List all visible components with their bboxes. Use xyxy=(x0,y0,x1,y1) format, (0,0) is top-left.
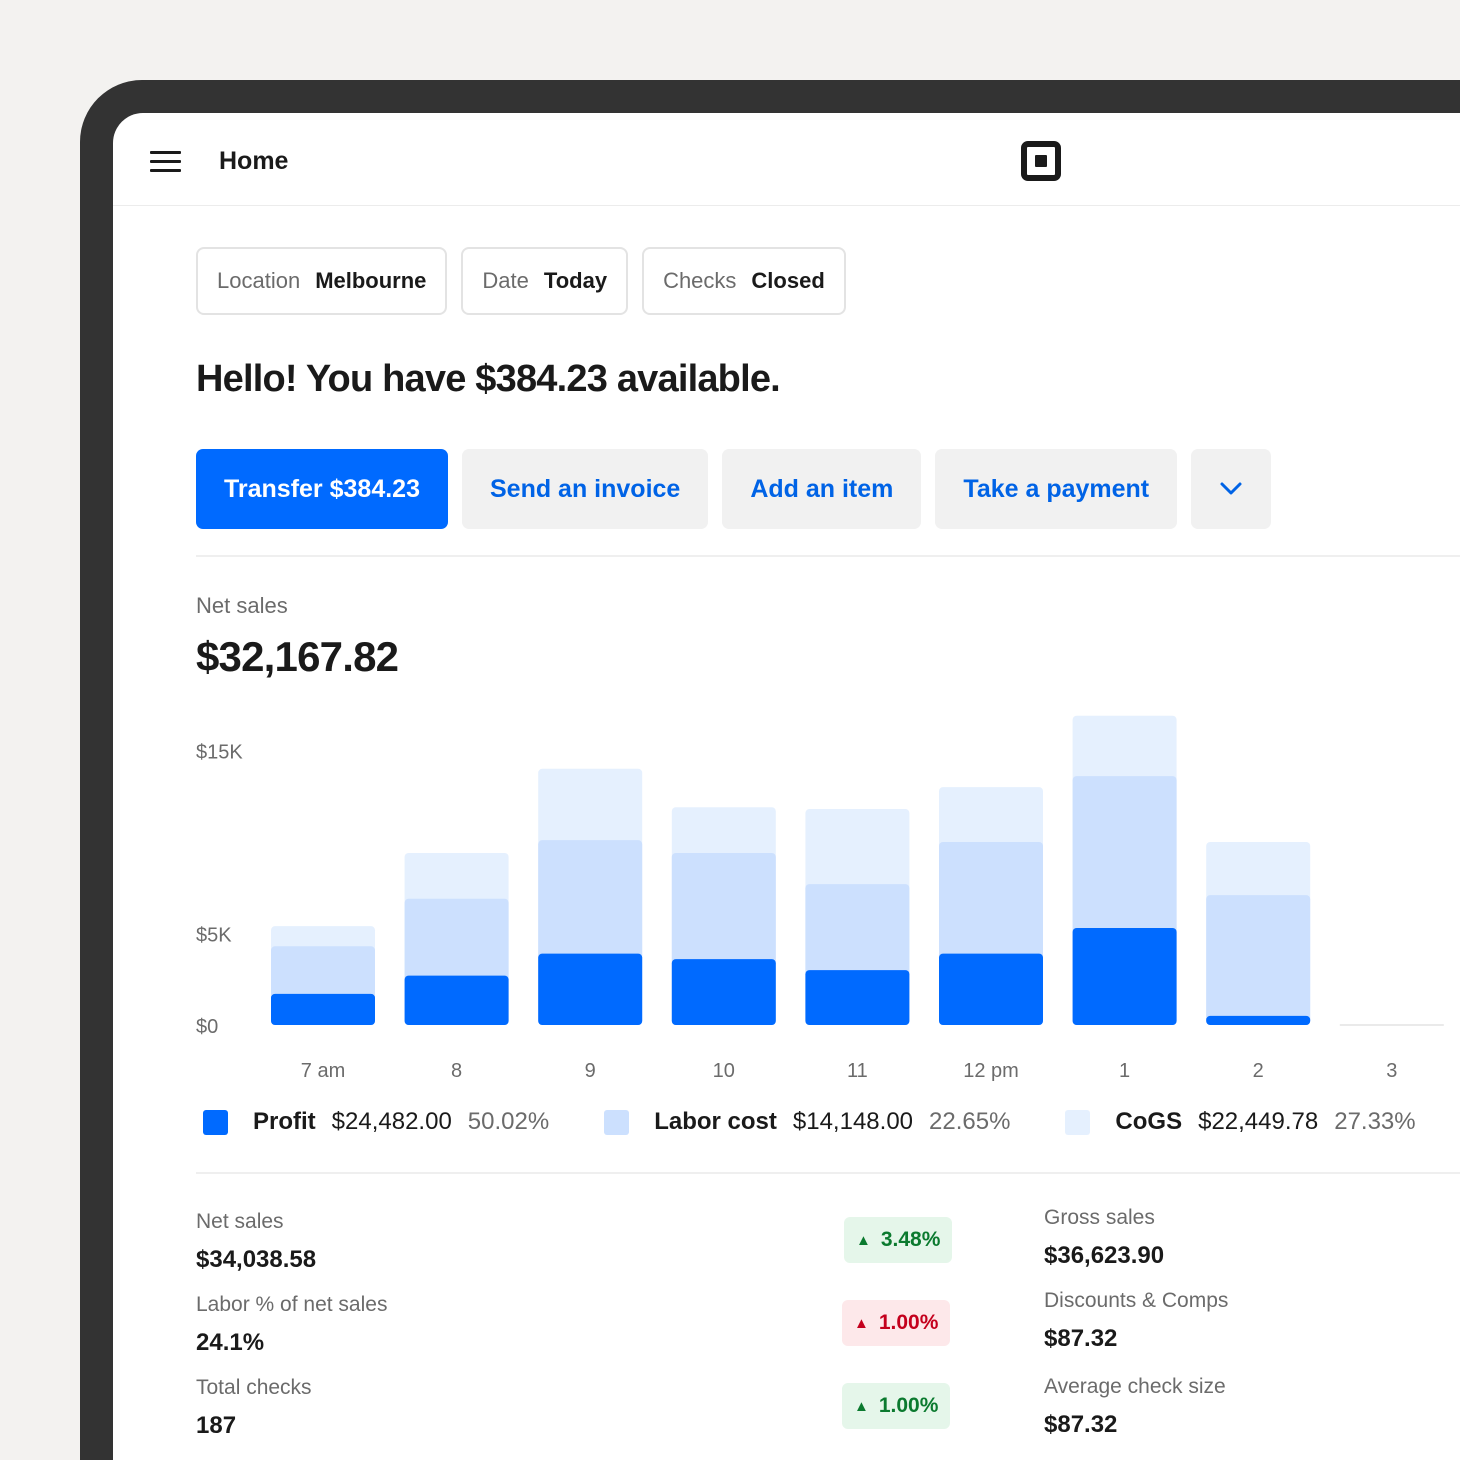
add-item-button[interactable]: Add an item xyxy=(722,449,922,529)
metric-value: $87.32 xyxy=(1044,1411,1118,1438)
legend-amount: $22,449.78 xyxy=(1198,1108,1319,1135)
metric-value: $87.32 xyxy=(1044,1325,1118,1352)
bar-profit xyxy=(1206,1015,1311,1025)
metric-label: Total checks xyxy=(196,1376,312,1399)
legend-swatch xyxy=(1065,1109,1091,1135)
filter-checks[interactable]: Checks Closed xyxy=(642,247,846,315)
metric-value: $34,038.58 xyxy=(196,1246,317,1273)
square-logo-icon xyxy=(1021,141,1061,181)
change-badge-net-sales: ▲ 3.48% xyxy=(844,1217,953,1263)
bar-profit xyxy=(538,953,643,1025)
filter-key: Location xyxy=(217,268,301,293)
metric-label: Average check size xyxy=(1044,1375,1226,1398)
bar-labor-cost xyxy=(1206,895,1311,1025)
legend-percent: 50.02% xyxy=(467,1108,550,1135)
divider xyxy=(196,555,1460,557)
transfer-button[interactable]: Transfer $384.23 xyxy=(196,449,448,529)
x-tick-label: 1 xyxy=(1119,1060,1130,1082)
change-value: 1.00% xyxy=(878,1394,939,1417)
divider xyxy=(196,1172,1460,1174)
hamburger-menu-icon[interactable] xyxy=(150,151,181,172)
filter-key: Checks xyxy=(663,268,737,293)
metric-average-check-size: Average check size $87.32 xyxy=(1044,1375,1226,1439)
metric-value: 187 xyxy=(196,1412,237,1439)
y-tick-label: $0 xyxy=(196,1016,218,1038)
x-tick-label: 7 am xyxy=(301,1060,345,1082)
legend-name: CoGS xyxy=(1115,1108,1183,1135)
bar-profit xyxy=(1072,928,1177,1025)
bar-profit xyxy=(271,993,375,1025)
net-sales-label: Net sales xyxy=(196,593,288,618)
metric-net-sales: Net sales $34,038.58 xyxy=(196,1210,316,1274)
change-badge-total-checks: ▲ 1.00% xyxy=(842,1383,951,1429)
filter-bar: Location Melbourne Date Today Checks Clo… xyxy=(196,247,846,315)
filter-value: Closed xyxy=(751,268,825,293)
bar-profit xyxy=(404,975,509,1025)
metric-gross-sales: Gross sales $36,623.90 xyxy=(1044,1206,1164,1270)
legend-name: Labor cost xyxy=(654,1108,777,1135)
x-tick-label: 9 xyxy=(585,1060,596,1082)
y-tick-label: $5K xyxy=(196,925,232,947)
filter-date[interactable]: Date Today xyxy=(461,247,629,315)
send-invoice-button[interactable]: Send an invoice xyxy=(461,449,709,529)
metric-label: Gross sales xyxy=(1044,1206,1155,1229)
change-value: 3.48% xyxy=(880,1228,941,1251)
take-payment-button[interactable]: Take a payment xyxy=(935,449,1178,529)
filter-value: Today xyxy=(543,268,608,293)
legend-swatch xyxy=(203,1109,228,1135)
top-bar: Home xyxy=(113,113,1460,206)
triangle-up-icon: ▲ xyxy=(856,1231,871,1249)
bar-profit xyxy=(805,970,910,1025)
x-tick-label: 12 pm xyxy=(963,1060,1019,1082)
metric-label: Discounts & Comps xyxy=(1044,1289,1229,1312)
legend-item-profit: Profit $24,482.00 50.02% xyxy=(203,1108,549,1136)
bar-profit xyxy=(671,959,776,1025)
x-tick-label: 11 xyxy=(847,1060,868,1082)
legend-name: Profit xyxy=(253,1108,316,1135)
legend-amount: $24,482.00 xyxy=(331,1108,452,1135)
filter-value: Melbourne xyxy=(315,268,427,293)
metric-label: Net sales xyxy=(196,1210,284,1233)
x-tick-label: 3 xyxy=(1386,1060,1397,1082)
legend-swatch xyxy=(604,1109,630,1135)
change-badge-labor-percent: ▲ 1.00% xyxy=(842,1300,951,1346)
x-tick-label: 10 xyxy=(713,1060,735,1082)
triangle-up-icon: ▲ xyxy=(854,1314,869,1332)
legend-percent: 27.33% xyxy=(1334,1108,1416,1135)
change-value: 1.00% xyxy=(878,1311,939,1334)
legend-item-labor-cost: Labor cost $14,148.00 22.65% xyxy=(604,1108,1010,1136)
chart-legend: Profit $24,482.00 50.02% Labor cost $14,… xyxy=(203,1108,1460,1136)
more-actions-button[interactable] xyxy=(1191,449,1272,529)
legend-percent: 22.65% xyxy=(929,1108,1011,1135)
filter-location[interactable]: Location Melbourne xyxy=(196,247,448,315)
x-tick-label: 8 xyxy=(451,1060,462,1082)
x-tick-label: 2 xyxy=(1253,1060,1264,1082)
metric-labor-percent: Labor % of net sales 24.1% xyxy=(196,1293,387,1357)
chevron-down-icon xyxy=(1220,482,1242,495)
metric-value: $36,623.90 xyxy=(1044,1242,1165,1269)
action-bar: Transfer $384.23 Send an invoice Add an … xyxy=(196,449,1272,529)
page-title: Home xyxy=(219,147,289,175)
legend-item-cogs: CoGS $22,449.78 27.33% xyxy=(1065,1108,1416,1136)
balance-greeting: Hello! You have $384.23 available. xyxy=(196,358,781,400)
app-screen: Home Location Melbourne Date Today Check… xyxy=(113,113,1460,1460)
filter-key: Date xyxy=(482,268,529,293)
metric-value: 24.1% xyxy=(196,1329,265,1356)
metric-discounts-comps: Discounts & Comps $87.32 xyxy=(1044,1289,1228,1353)
bar-profit xyxy=(939,953,1043,1025)
y-tick-label: $15K xyxy=(196,742,243,764)
metric-label: Labor % of net sales xyxy=(196,1293,388,1316)
legend-amount: $14,148.00 xyxy=(792,1108,914,1135)
triangle-up-icon: ▲ xyxy=(854,1397,869,1415)
net-sales-value: $32,167.82 xyxy=(196,633,399,680)
metric-total-checks: Total checks 187 xyxy=(196,1376,312,1440)
